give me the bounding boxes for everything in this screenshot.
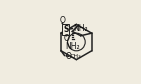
Text: O: O <box>59 16 65 25</box>
Text: CH₃: CH₃ <box>70 54 81 59</box>
Text: NH₂: NH₂ <box>65 42 80 51</box>
Text: NH₂: NH₂ <box>74 24 88 33</box>
Text: O: O <box>65 52 71 61</box>
Text: S: S <box>63 25 68 34</box>
Text: O: O <box>63 34 69 43</box>
